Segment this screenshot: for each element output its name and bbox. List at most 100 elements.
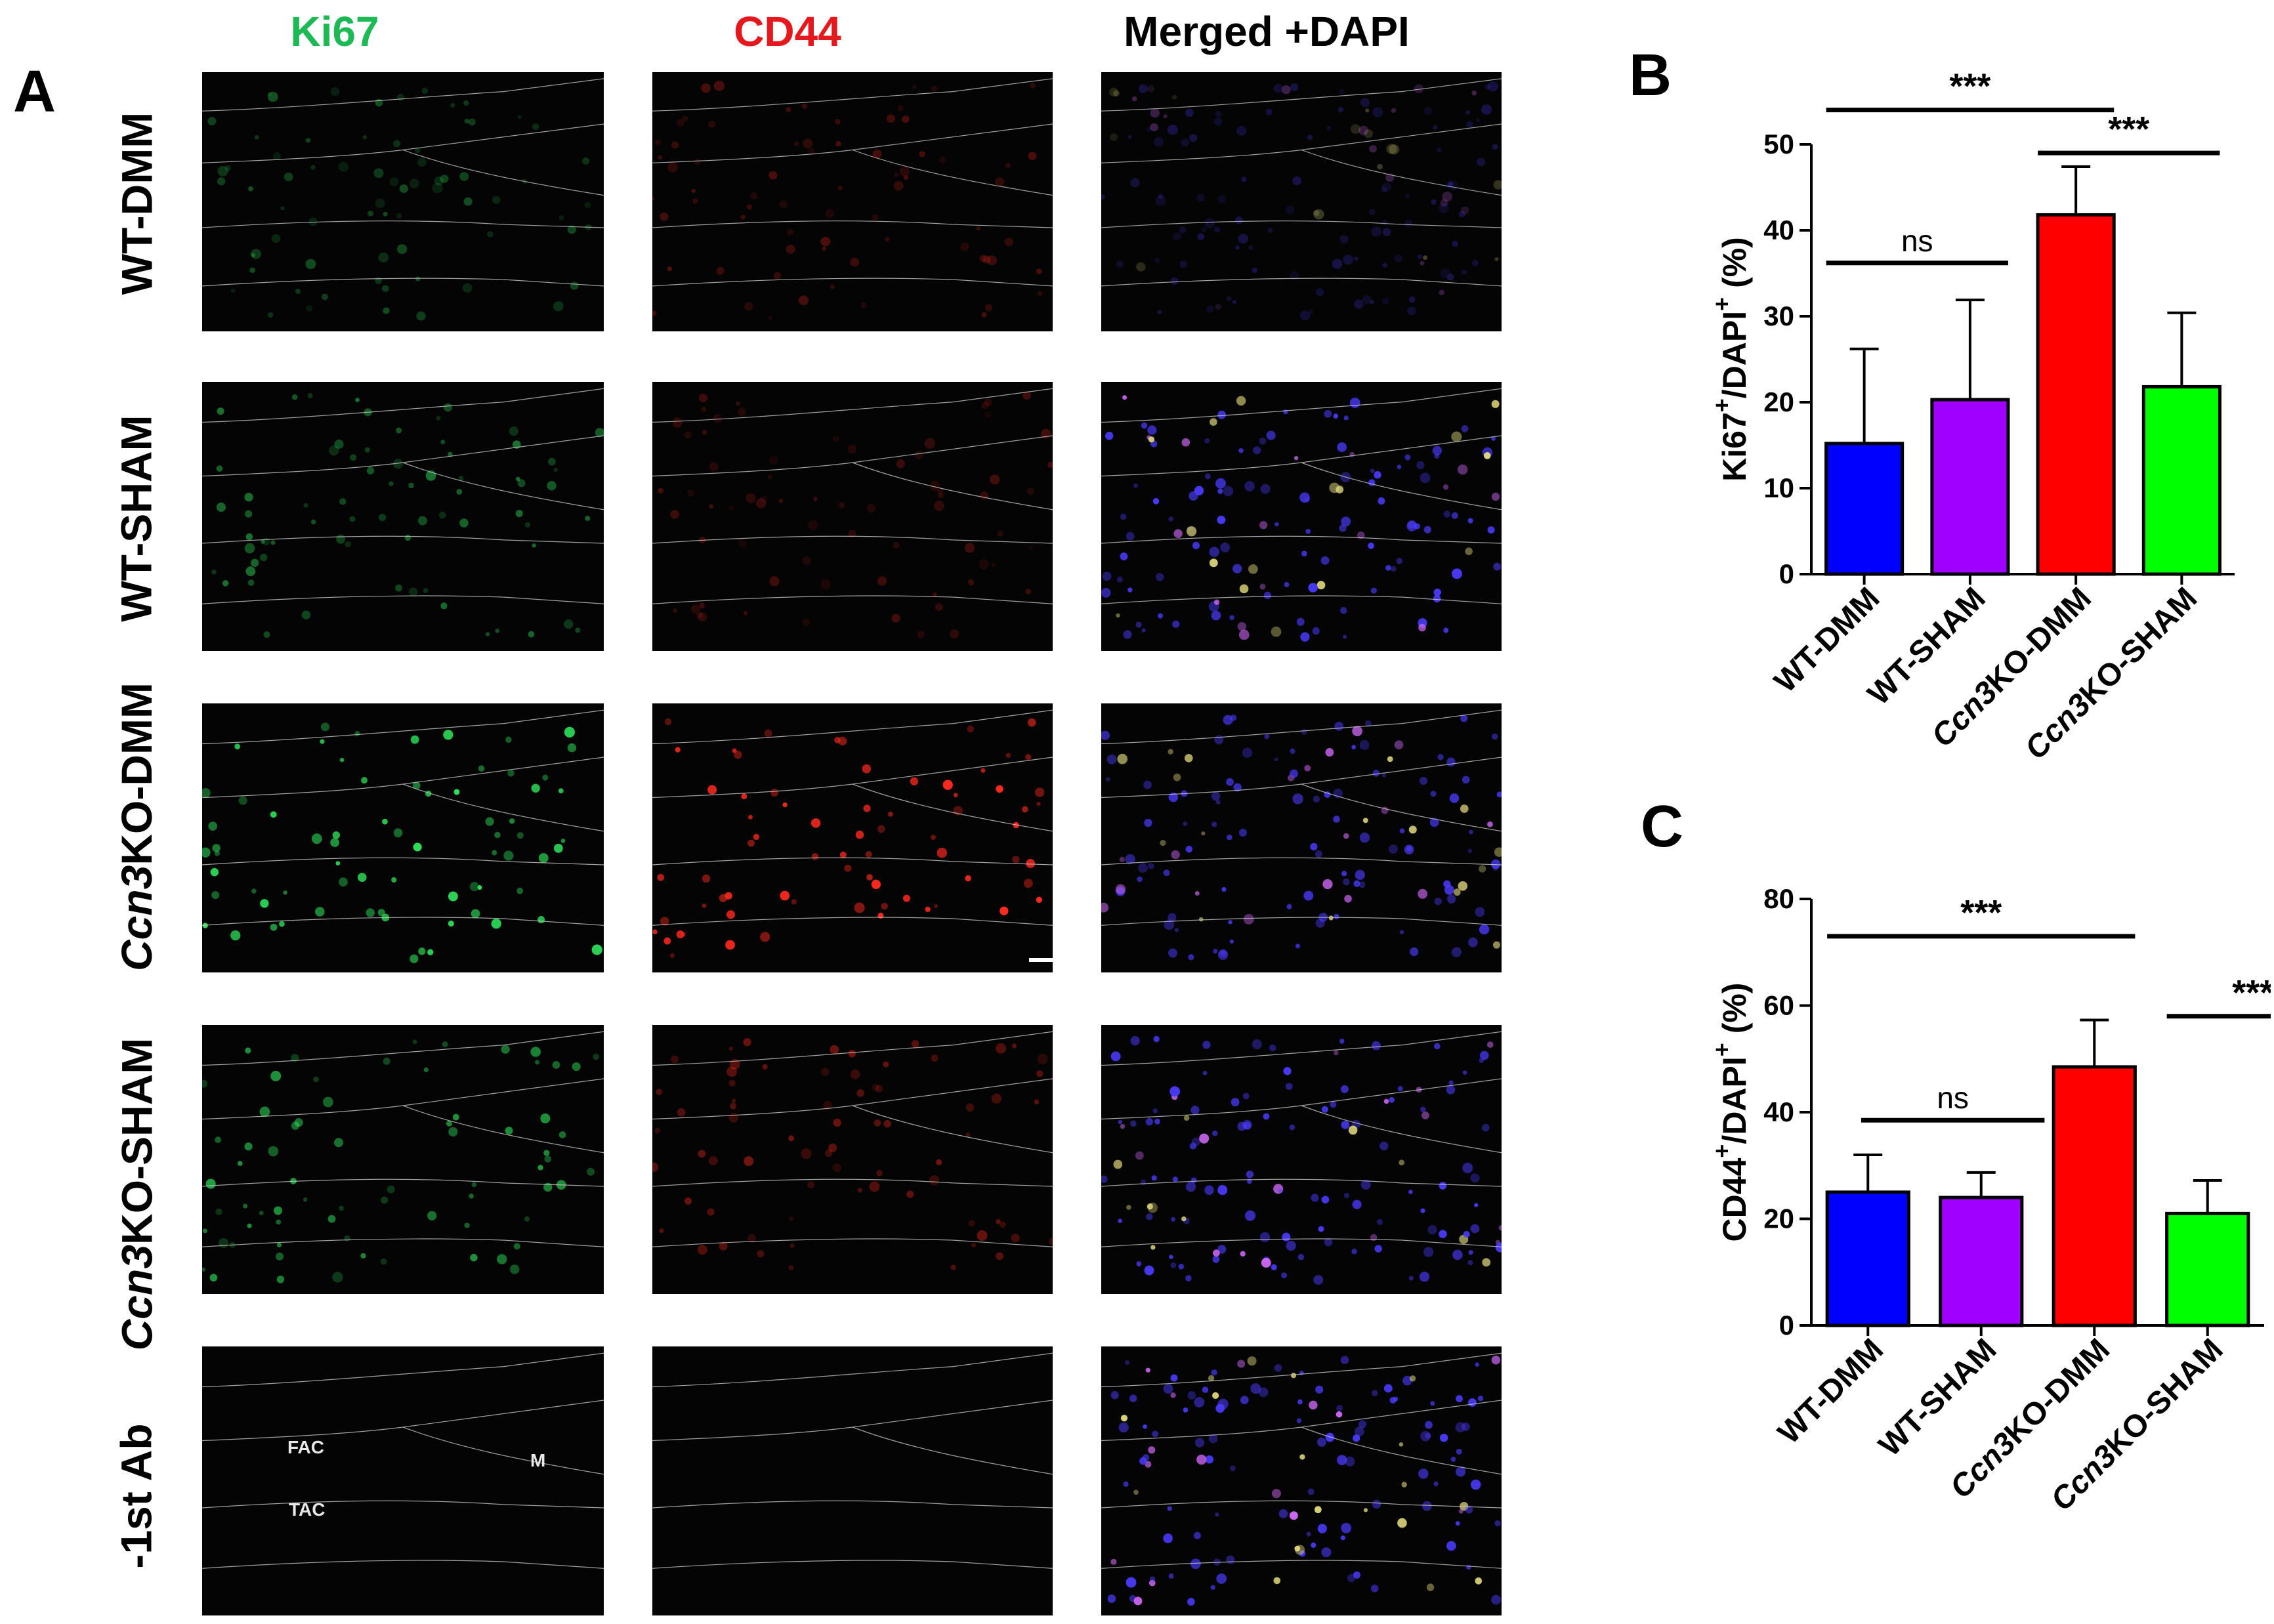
cell-nucleus <box>1238 629 1250 640</box>
cell-nucleus <box>965 1103 975 1112</box>
cell-nucleus <box>1170 1392 1176 1398</box>
cell-nucleus <box>1461 425 1469 432</box>
cell-nucleus <box>773 272 782 280</box>
cell-nucleus <box>1451 512 1458 519</box>
cell-nucleus <box>1160 839 1166 846</box>
cell-nucleus <box>1491 400 1500 408</box>
cell-nucleus <box>1487 526 1495 534</box>
cell-nucleus <box>327 1215 336 1223</box>
cell-nucleus <box>1443 510 1451 518</box>
cell-nucleus <box>886 114 895 123</box>
cell-nucleus <box>1340 1535 1345 1541</box>
cell-nucleus <box>726 910 735 919</box>
cell-nucleus <box>1226 1555 1235 1564</box>
cell-nucleus <box>995 1043 1007 1054</box>
cell-nucleus <box>1446 1085 1456 1094</box>
tissue-outline <box>202 123 604 196</box>
cell-nucleus <box>247 579 255 586</box>
cell-nucleus <box>448 920 454 927</box>
cell-nucleus <box>1146 1213 1153 1220</box>
cell-nucleus <box>1271 1264 1277 1271</box>
cell-nucleus <box>409 587 418 596</box>
cell-nucleus <box>291 1054 299 1062</box>
cell-nucleus <box>1191 1137 1200 1146</box>
tissue-outline <box>202 1352 604 1388</box>
cell-nucleus <box>914 450 924 460</box>
cell-nucleus <box>1155 196 1166 206</box>
cell-nucleus <box>981 402 989 409</box>
cell-nucleus <box>1158 194 1164 199</box>
cell-nucleus <box>517 479 526 488</box>
cell-nucleus <box>967 579 975 586</box>
cell-nucleus <box>393 140 401 148</box>
cell-nucleus <box>1204 438 1210 444</box>
cell-nucleus <box>537 1165 543 1171</box>
cell-nucleus <box>436 415 441 421</box>
cell-nucleus <box>459 172 469 181</box>
cell-nucleus <box>1324 1238 1333 1247</box>
cell-nucleus <box>1337 442 1347 452</box>
cell-nucleus <box>871 879 881 890</box>
cell-nucleus <box>1271 1489 1281 1499</box>
micrograph-r4-c3 <box>1101 1025 1502 1294</box>
cell-nucleus <box>881 902 888 910</box>
tissue-outline <box>652 388 1053 423</box>
micrograph-r2-c3 <box>1101 382 1502 651</box>
cell-nucleus <box>850 1069 860 1079</box>
cell-nucleus <box>469 882 479 892</box>
cell-nucleus <box>1391 566 1397 572</box>
cell-nucleus <box>202 787 211 799</box>
cell-nucleus <box>996 785 1003 793</box>
cell-nucleus <box>1281 85 1291 94</box>
cell-nucleus <box>334 439 344 449</box>
cell-nucleus <box>820 1068 830 1076</box>
cell-nucleus <box>1143 1424 1147 1429</box>
cell-nucleus <box>1261 1257 1271 1268</box>
cell-nucleus <box>379 514 387 522</box>
cell-nucleus <box>1274 757 1278 762</box>
micrograph-svg <box>202 78 604 321</box>
cell-nucleus <box>707 1208 715 1216</box>
cell-nucleus <box>652 1162 658 1173</box>
cell-nucleus <box>224 165 231 171</box>
cell-nucleus <box>1344 1192 1350 1199</box>
cell-nucleus <box>1364 129 1373 138</box>
cell-nucleus <box>1106 754 1117 764</box>
cell-nucleus <box>1274 1364 1282 1372</box>
cell-nucleus <box>413 843 422 852</box>
cell-nucleus <box>1368 209 1376 215</box>
cell-nucleus <box>654 139 661 146</box>
cell-nucleus <box>1120 1123 1126 1129</box>
cell-nucleus <box>1420 260 1425 266</box>
cell-nucleus <box>1172 1176 1179 1182</box>
label-tac: TAC <box>289 1499 326 1520</box>
cell-nucleus <box>793 141 799 146</box>
cell-nucleus <box>1187 1598 1195 1606</box>
cell-nucleus <box>1477 1395 1484 1402</box>
cell-nucleus <box>1189 491 1198 501</box>
cell-nucleus <box>1138 84 1148 94</box>
cell-nucleus <box>1215 799 1221 805</box>
cell-nucleus <box>743 1037 751 1047</box>
cell-nucleus <box>387 1185 395 1194</box>
cell-nucleus <box>334 1138 343 1148</box>
cell-nucleus <box>1004 238 1014 247</box>
cell-nucleus <box>1465 1505 1473 1514</box>
cell-nucleus <box>997 530 1003 537</box>
cell-nucleus <box>1188 954 1194 961</box>
cell-nucleus <box>937 847 948 858</box>
cell-nucleus <box>332 1272 343 1283</box>
cell-nucleus <box>801 1148 812 1159</box>
cell-nucleus <box>366 908 375 917</box>
tissue-outline <box>202 78 604 112</box>
cell-nucleus <box>1296 617 1305 626</box>
cell-nucleus <box>708 120 716 128</box>
cell-nucleus <box>238 1161 243 1166</box>
cell-nucleus <box>1273 83 1283 93</box>
cell-nucleus <box>1212 1255 1220 1263</box>
cell-nucleus <box>738 539 747 548</box>
cell-nucleus <box>1136 1261 1142 1266</box>
cell-nucleus <box>1137 876 1143 883</box>
bar <box>1939 1196 2024 1327</box>
cell-nucleus <box>1237 1121 1247 1131</box>
